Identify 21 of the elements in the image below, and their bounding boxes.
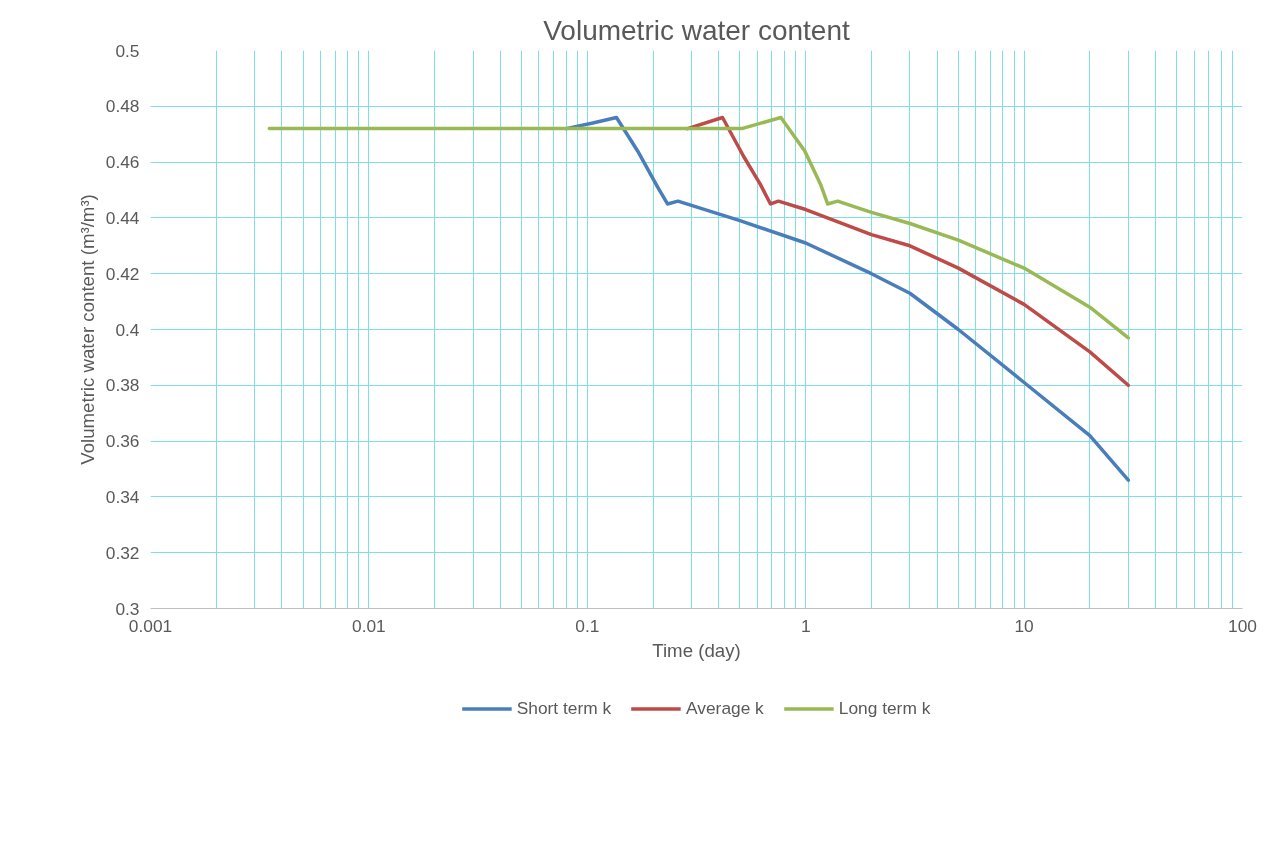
x-tick-label: 0.01	[352, 615, 386, 636]
y-tick-label: 0.5	[115, 40, 140, 61]
y-tick-label: 0.36	[105, 431, 140, 452]
legend-label: Short term k	[516, 697, 612, 719]
y-tick-label: 0.42	[105, 263, 140, 284]
y-tick-label: 0.48	[105, 96, 140, 117]
y-tick-label: 0.34	[105, 486, 140, 507]
chart-title: Volumetric water content	[543, 14, 851, 46]
x-tick-label: 100	[1228, 615, 1257, 636]
y-tick-label: 0.44	[105, 207, 140, 228]
y-tick-label: 0.4	[115, 319, 140, 340]
y-axis-title: Volumetric water content (m³/m³)	[76, 194, 98, 465]
legend-label: Long term k	[838, 697, 931, 719]
y-tick-label: 0.38	[105, 375, 140, 396]
x-axis-title: Time (day)	[652, 639, 741, 661]
x-tick-label: 1	[800, 615, 811, 636]
y-tick-label: 0.46	[105, 152, 140, 173]
x-tick-label: 0.1	[575, 615, 600, 636]
y-tick-label: 0.32	[105, 542, 140, 563]
legend-label: Average k	[686, 697, 764, 719]
x-tick-label: 10	[1014, 615, 1034, 636]
